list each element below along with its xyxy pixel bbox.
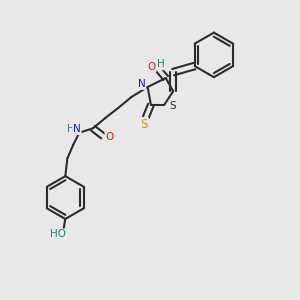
Text: HO: HO — [50, 230, 66, 239]
Text: O: O — [106, 132, 114, 142]
Text: N: N — [73, 124, 81, 134]
Text: H: H — [157, 59, 165, 69]
Text: N: N — [138, 79, 146, 89]
Text: S: S — [169, 101, 176, 111]
Text: O: O — [147, 62, 156, 72]
Text: S: S — [141, 118, 148, 131]
Text: H: H — [67, 124, 75, 134]
